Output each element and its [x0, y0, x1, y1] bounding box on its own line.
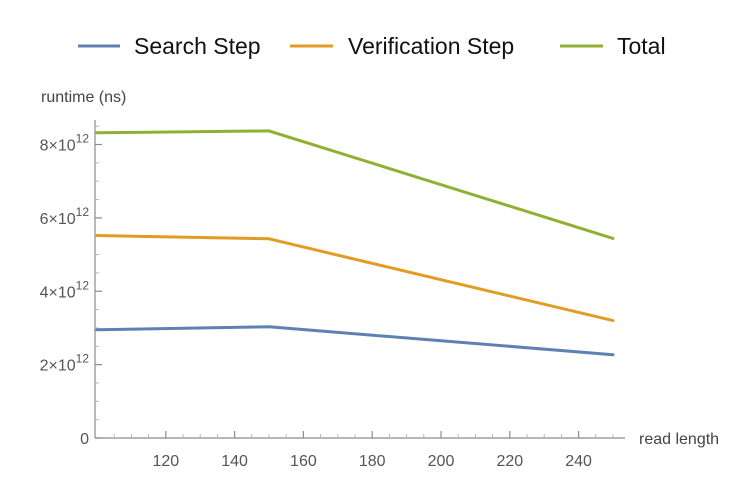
- x-axis-ticks: 120 140 160 180 200 220 240: [113, 431, 614, 470]
- legend-label-1: Search Step: [134, 33, 261, 59]
- x-axis-label: read length: [639, 431, 719, 448]
- y-tick-mantissa: 8×10: [40, 138, 76, 155]
- x-tick-label: 120: [152, 453, 179, 470]
- series-line-total: [95, 129, 615, 240]
- series-line-verification-step: [95, 234, 615, 323]
- legend-label-3: Total: [617, 33, 666, 59]
- y-tick-mantissa: 2×10: [40, 358, 76, 375]
- y-tick-label: 4×1012: [40, 278, 90, 301]
- y-tick-label: 8×1012: [40, 132, 90, 155]
- x-tick-label: 160: [290, 453, 317, 470]
- x-tick-label: 240: [565, 453, 592, 470]
- y-tick-exponent: 12: [76, 132, 90, 146]
- y-tick-label: 2×1012: [40, 352, 90, 375]
- y-axis-label: runtime (ns): [41, 89, 126, 106]
- x-tick-label: 200: [428, 453, 455, 470]
- x-tick-label: 220: [496, 453, 523, 470]
- y-tick-label: 6×1012: [40, 205, 90, 228]
- y-tick-exponent: 12: [76, 278, 90, 292]
- y-tick-mantissa: 6×10: [40, 211, 76, 228]
- series-line-search-step: [95, 325, 615, 357]
- series-lines: [95, 129, 615, 357]
- x-tick-label: 180: [359, 453, 386, 470]
- y-tick-mantissa: 0: [80, 431, 89, 448]
- legend-label-2: Verification Step: [348, 33, 514, 59]
- legend: Search Step Verification Step Total: [78, 33, 666, 59]
- y-tick-exponent: 12: [76, 205, 90, 219]
- y-tick-label: 0: [80, 431, 89, 448]
- x-tick-label: 140: [221, 453, 248, 470]
- y-tick-exponent: 12: [76, 352, 90, 366]
- y-tick-mantissa: 4×10: [40, 284, 76, 301]
